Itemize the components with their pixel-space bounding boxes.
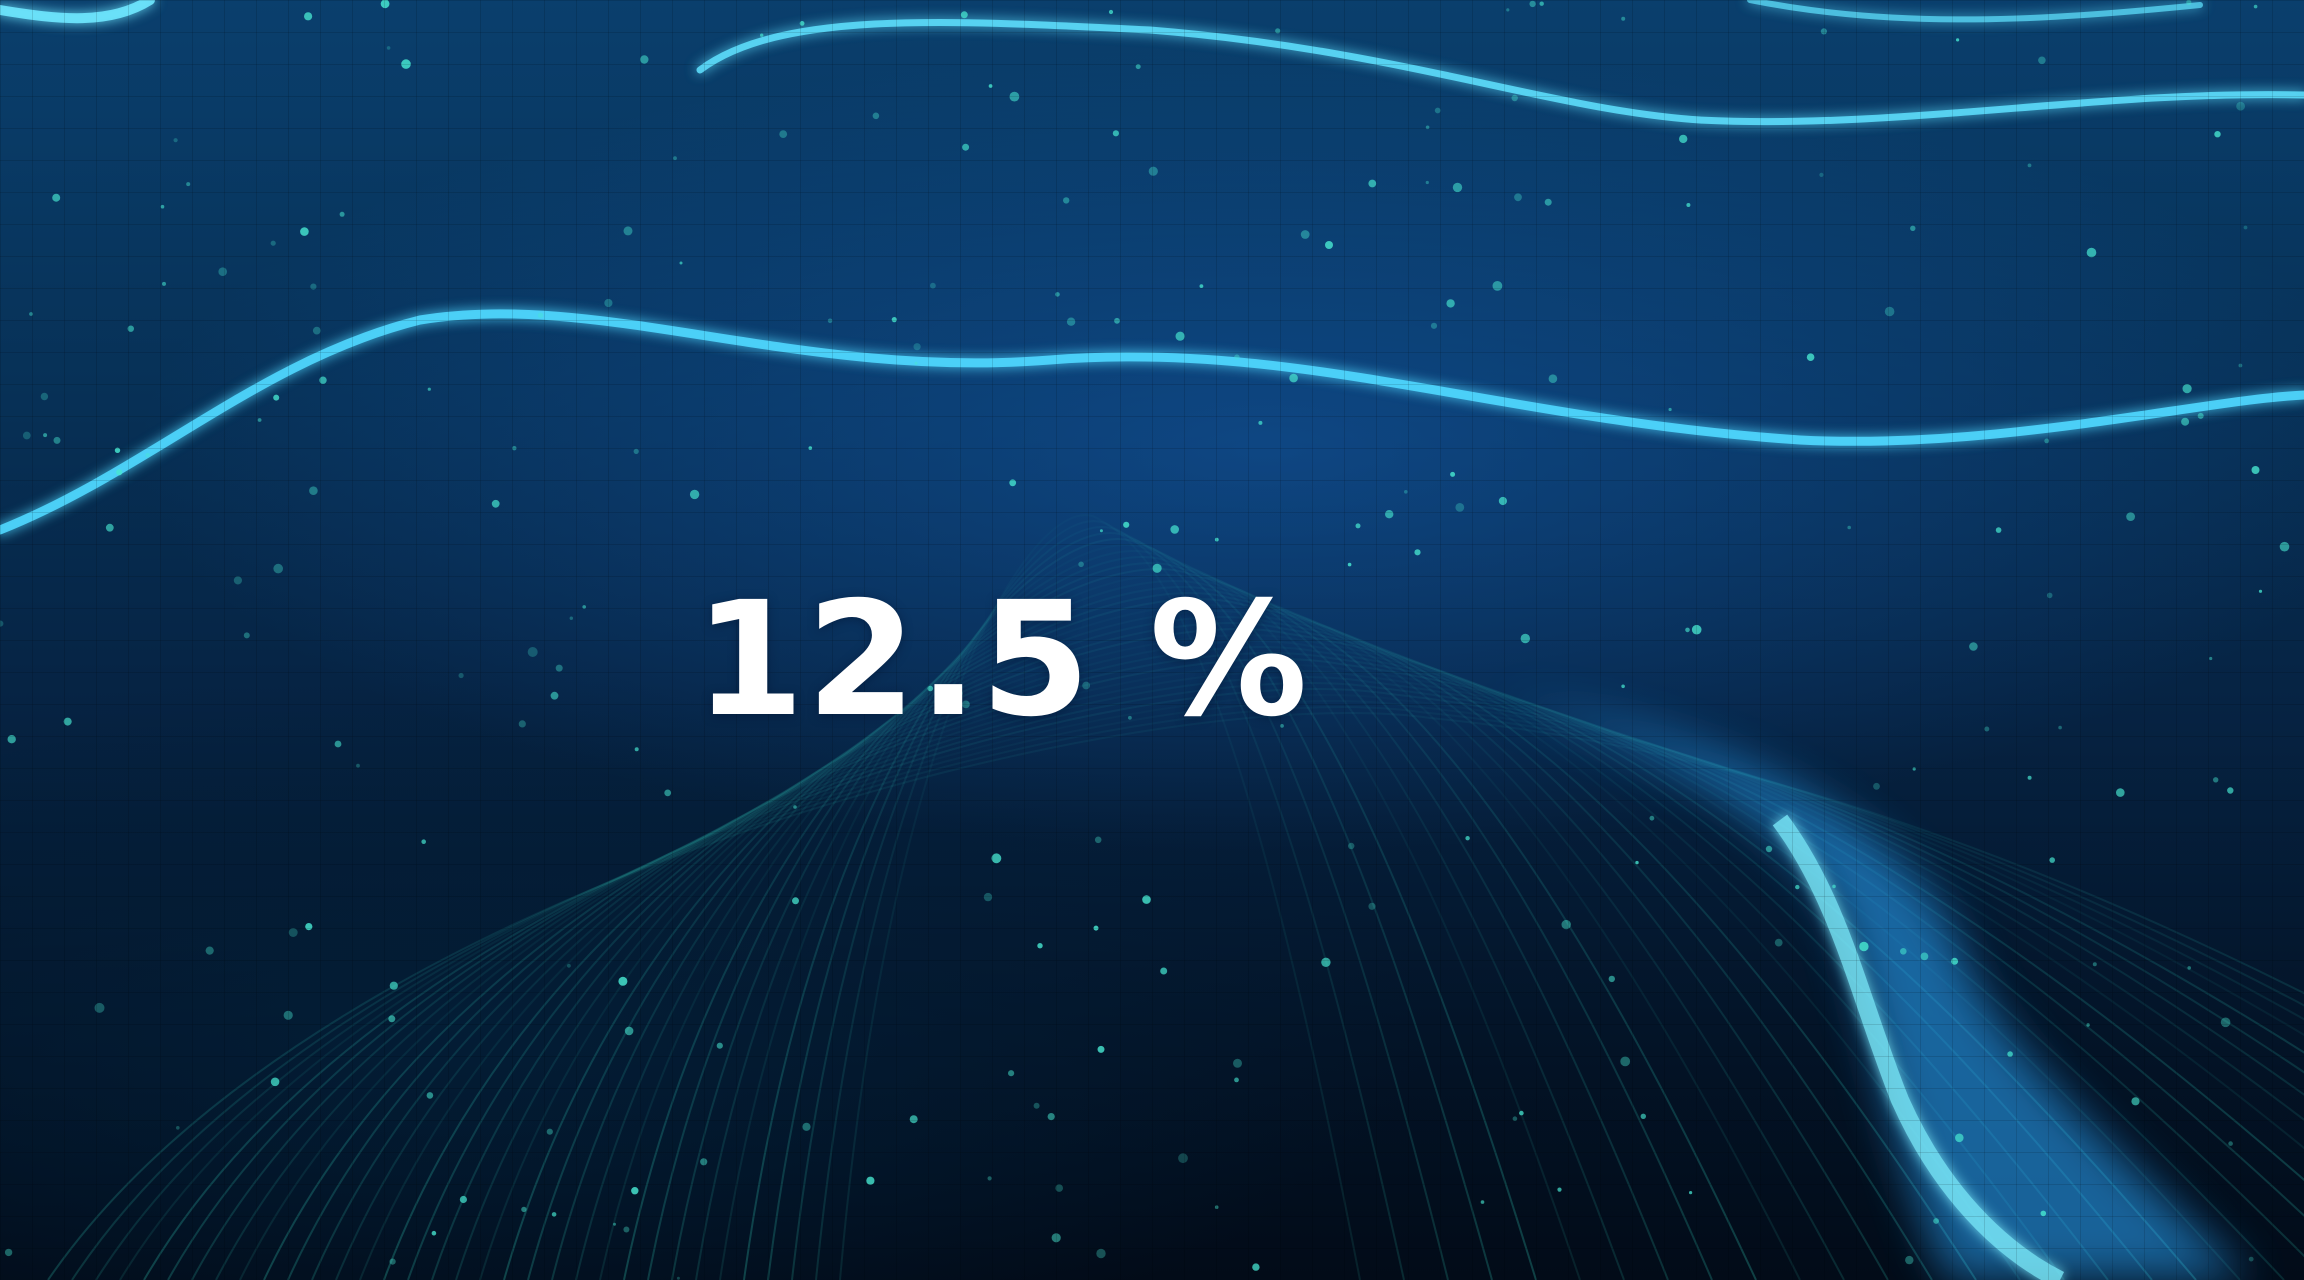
loading-progress-text: 12.5 % [694,568,1310,752]
